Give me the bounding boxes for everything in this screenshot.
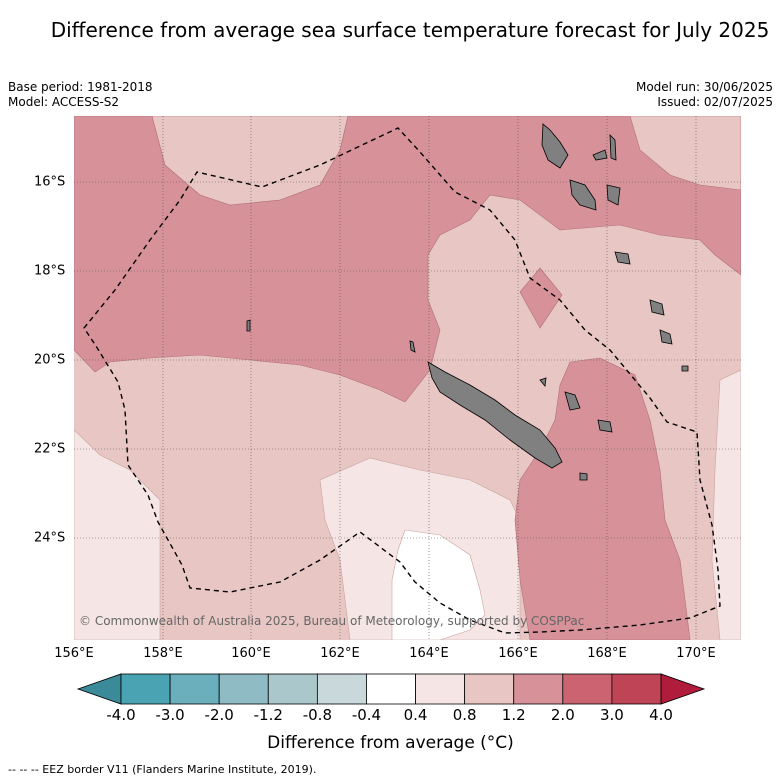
lat-tick-label: 24°S — [34, 530, 66, 546]
colorbar-bin — [267, 673, 318, 705]
vanuatu-islet-3 — [606, 184, 621, 206]
lon-tick-label: 164°E — [409, 646, 449, 661]
anomaly-region-near-zero — [391, 529, 486, 640]
vanuatu-islet-1 — [592, 149, 608, 161]
colorbar-tick-label: -3.0 — [155, 706, 185, 724]
landmasses — [246, 123, 689, 481]
colorbar-extension-high — [660, 673, 706, 705]
loyalty-islet-1 — [649, 299, 665, 316]
new-caledonia-island — [427, 361, 563, 469]
colorbar-bin — [316, 673, 367, 705]
colorbar-tick-label: 3.0 — [599, 706, 624, 724]
anomaly-region-0.8-1.2-northeast — [629, 116, 741, 191]
map-area — [74, 116, 741, 640]
colorbar-tick-label: 4.0 — [649, 706, 673, 724]
lat-tick-label: 18°S — [34, 263, 66, 279]
eez-border — [83, 127, 721, 634]
anomaly-region-1.2-2.0-diamond — [519, 267, 563, 329]
lon-tick-label: 160°E — [231, 646, 271, 661]
lon-tick-label: 158°E — [143, 646, 183, 661]
meta-left: Base period: 1981-2018 Model: ACCESS-S2 — [8, 80, 153, 110]
colorbar-tick-label: -4.0 — [106, 706, 136, 724]
vanuatu-south-island — [614, 251, 631, 265]
lon-tick-label: 168°E — [587, 646, 627, 661]
lon-tick-label: 162°E — [320, 646, 360, 661]
colorbar — [76, 673, 706, 705]
colorbar-bin — [169, 673, 220, 705]
issued-date: Issued: 02/07/2025 — [657, 95, 773, 109]
colorbar-tick-label: -0.8 — [302, 706, 332, 724]
small-islet — [539, 377, 547, 387]
belep-islet — [409, 340, 416, 353]
isle-of-pines — [579, 472, 588, 481]
colorbar-bin — [513, 673, 564, 705]
colorbar-tick-label: 1.2 — [501, 706, 526, 724]
lon-tick-label: 170°E — [676, 646, 716, 661]
loyalty-islet-2 — [659, 329, 673, 345]
chesterfield-islet — [246, 319, 251, 332]
anomaly-region-0.8-1.2-north — [151, 116, 349, 206]
colorbar-bin — [415, 673, 466, 705]
eez-legend-note: -- -- -- EEZ border V11 (Flanders Marine… — [8, 763, 317, 776]
model-name: Model: ACCESS-S2 — [8, 95, 120, 109]
lon-tick-label: 156°E — [54, 646, 94, 661]
meta-right: Model run: 30/06/2025 Issued: 02/07/2025 — [636, 80, 773, 110]
model-run: Model run: 30/06/2025 — [635, 80, 773, 94]
colorbar-tick-label: 0.8 — [452, 706, 477, 724]
lat-tick-label: 16°S — [34, 174, 66, 190]
colorbar-tick-label: 2.0 — [550, 706, 575, 724]
lon-tick-label: 166°E — [498, 646, 538, 661]
colorbar-tick-label: -2.0 — [204, 706, 234, 724]
colorbar-tick-label: -0.4 — [351, 706, 382, 724]
anomaly-region-0.4-0.8-west — [74, 429, 161, 640]
anomaly-region-0.4-0.8-east — [711, 369, 741, 640]
loyalty-islands-lifou — [564, 391, 581, 411]
colorbar-bin — [366, 673, 416, 705]
colorbar-extension-low — [76, 673, 122, 705]
colorbar-bin — [464, 673, 515, 705]
vanuatu-islet-2 — [609, 133, 617, 161]
colorbar-title: Difference from average (°C) — [267, 733, 514, 753]
colorbar-tick-label: 0.4 — [403, 706, 428, 724]
lat-tick-label: 20°S — [34, 352, 66, 368]
loyalty-islands-mare — [597, 419, 613, 433]
gridlines — [74, 116, 741, 640]
lat-tick-label: 22°S — [34, 441, 66, 457]
colorbar-bin — [218, 673, 269, 705]
colorbar-bin — [562, 673, 613, 705]
base-period: Base period: 1981-2018 — [8, 80, 153, 94]
colorbar-tick-label: -1.2 — [253, 706, 283, 724]
colorbar-bin — [611, 673, 662, 705]
vanuatu-north-island — [541, 123, 569, 169]
vanuatu-central-island — [569, 179, 597, 211]
matthew-island — [681, 365, 689, 372]
copyright-notice: © Commonwealth of Australia 2025, Bureau… — [79, 614, 585, 628]
anomaly-region-1.2-2.0-southeast — [514, 357, 691, 640]
map-title: Difference from average sea surface temp… — [50, 18, 770, 42]
colorbar-bin — [120, 673, 171, 705]
